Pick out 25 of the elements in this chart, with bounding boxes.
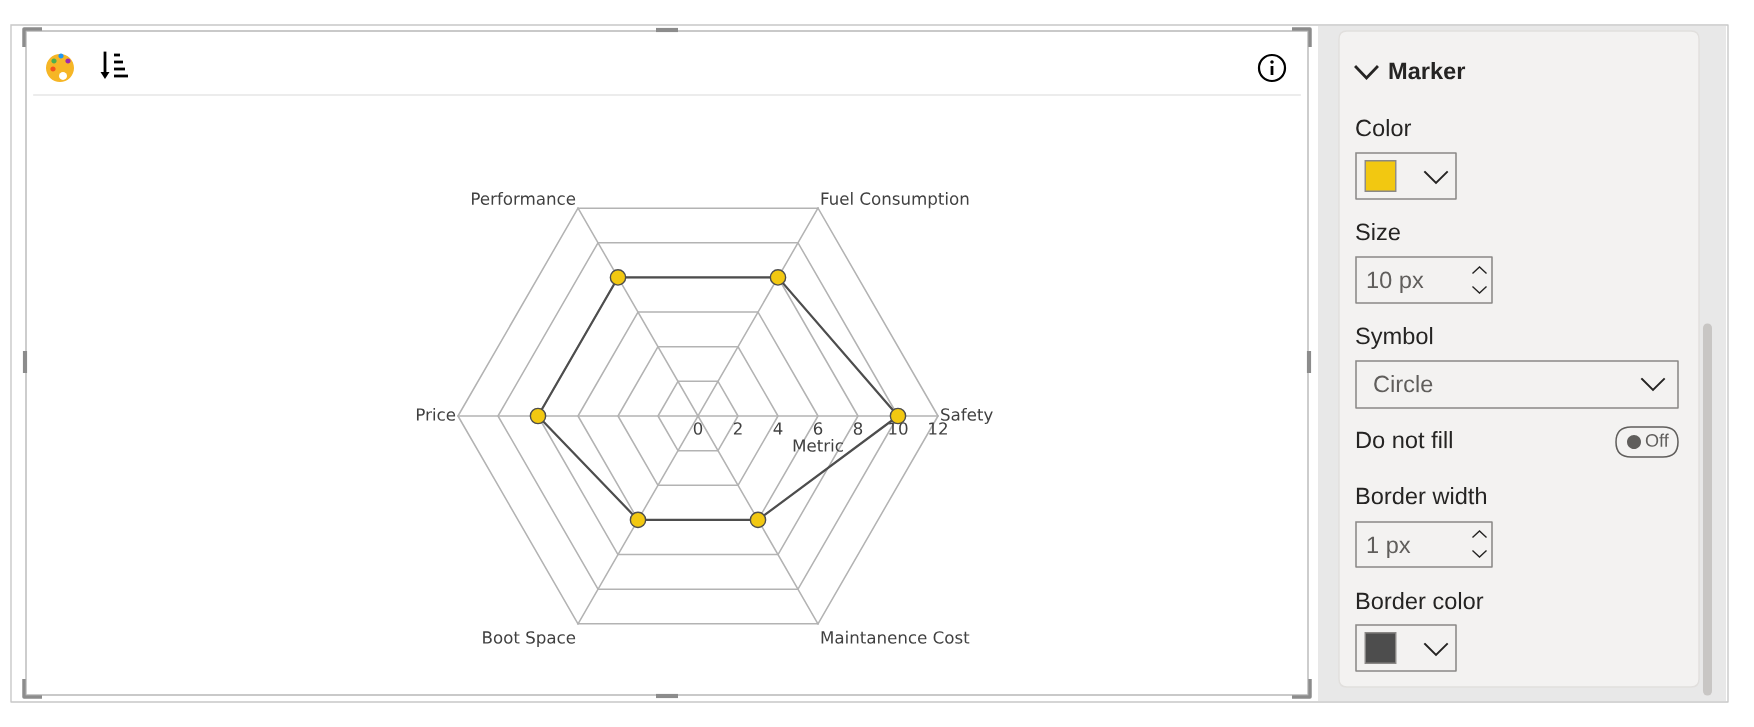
text: Size (1356, 223, 1400, 241)
spoke-label: Fuel Consumption (821, 192, 969, 209)
y-tick-label: 0 (693, 422, 703, 435)
text: Border color (1356, 591, 1484, 610)
spoke-label: Maintanence Cost (821, 630, 970, 644)
text: Do not fill (1356, 430, 1452, 449)
y-tick-label: 8 (853, 422, 863, 435)
spoke-label: Price (416, 407, 456, 421)
y-tick-label: 6 (813, 422, 823, 435)
text: 10 px (1367, 271, 1424, 293)
spoke-label: Performance (472, 192, 576, 205)
text: Marker (1389, 62, 1466, 80)
y-tick-label: 12 (929, 422, 947, 435)
spoke-label: Boot Space (483, 631, 576, 647)
y-tick-label: 2 (733, 422, 742, 435)
text: Border width (1356, 486, 1487, 505)
spoke-label: Safety (941, 407, 993, 425)
text: Metric (793, 438, 843, 452)
y-tick-label: 4 (773, 422, 783, 435)
text: Circle (1374, 374, 1433, 393)
y-tick-label: 10 (889, 422, 908, 435)
text: Color (1356, 119, 1412, 137)
text: Symbol (1356, 326, 1433, 349)
text: 1 px (1367, 536, 1411, 558)
text: Off (1645, 433, 1669, 447)
